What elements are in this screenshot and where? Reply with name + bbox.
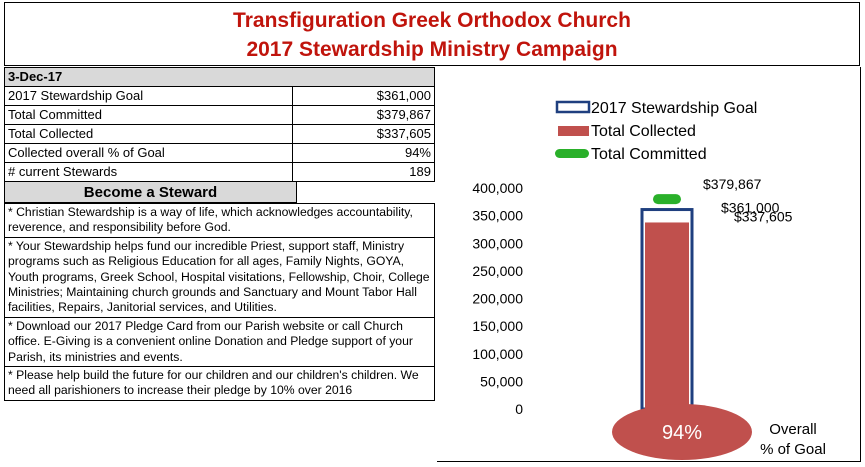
legend-swatch-goal bbox=[555, 100, 591, 114]
legend-swatch-collected bbox=[558, 126, 589, 136]
note-stewardship: * Christian Stewardship is a way of life… bbox=[4, 203, 435, 238]
table-row: # current Stewards 189 bbox=[4, 162, 435, 182]
table-row: Total Collected $337,605 bbox=[4, 124, 435, 144]
legend-label-committed: Total Committed bbox=[591, 146, 707, 163]
stat-value: $337,605 bbox=[292, 124, 435, 144]
title-line-2: 2017 Stewardship Ministry Campaign bbox=[246, 38, 618, 61]
stat-value: $379,867 bbox=[292, 105, 435, 125]
bar-collected bbox=[645, 222, 689, 409]
left-panel: 3-Dec-17 2017 Stewardship Goal $361,000 … bbox=[4, 67, 435, 401]
y-tick-label: 50,000 bbox=[480, 373, 523, 389]
data-label-committed: $379,867 bbox=[703, 176, 762, 192]
stat-label: Total Committed bbox=[4, 105, 293, 125]
percent-label: 94% bbox=[662, 422, 702, 444]
overall-label: % of Goal bbox=[760, 441, 826, 458]
date-label: 3-Dec-17 bbox=[4, 67, 435, 87]
title-line-1: Transfiguration Greek Orthodox Church bbox=[233, 9, 631, 32]
stat-label: 2017 Stewardship Goal bbox=[4, 86, 293, 106]
data-label-collected: $337,605 bbox=[734, 208, 793, 224]
stat-value: $361,000 bbox=[292, 86, 435, 106]
date-row: 3-Dec-17 bbox=[4, 67, 435, 87]
legend-label-collected: Total Collected bbox=[591, 123, 696, 140]
stat-label: # current Stewards bbox=[4, 162, 293, 182]
y-tick-label: 100,000 bbox=[472, 346, 523, 362]
table-row: Collected overall % of Goal 94% bbox=[4, 143, 435, 163]
note-future: * Please help build the future for our c… bbox=[4, 367, 435, 401]
y-tick-label: 300,000 bbox=[472, 235, 523, 251]
chart-area: 0 50,000 100,000 150,000 200,000 250,000 300,0… bbox=[437, 67, 861, 462]
legend-swatch-committed bbox=[555, 149, 589, 158]
stat-label: Collected overall % of Goal bbox=[4, 143, 293, 163]
y-tick-label: 0 bbox=[515, 401, 523, 417]
overall-label: Overall bbox=[769, 421, 817, 438]
y-tick-label: 250,000 bbox=[472, 263, 523, 279]
stats-table: 3-Dec-17 2017 Stewardship Goal $361,000 … bbox=[4, 67, 435, 182]
y-tick-label: 150,000 bbox=[472, 318, 523, 334]
chart-svg: 0 50,000 100,000 150,000 200,000 250,000 300,0… bbox=[472, 100, 826, 460]
note-funding: * Your Stewardship helps fund our incred… bbox=[4, 237, 435, 318]
percent-ellipse bbox=[612, 404, 752, 460]
table-row: Total Committed $379,867 bbox=[4, 105, 435, 125]
y-tick-label: 200,000 bbox=[472, 291, 523, 307]
stat-label: Total Collected bbox=[4, 124, 293, 144]
become-steward-header: Become a Steward bbox=[4, 182, 297, 203]
data-label-goal: $361,000 bbox=[721, 200, 780, 216]
title-box: Transfiguration Greek Orthodox Church 20… bbox=[4, 2, 860, 66]
note-pledge-card: * Download our 2017 Pledge Card from our… bbox=[4, 317, 435, 368]
table-row: 2017 Stewardship Goal $361,000 bbox=[4, 86, 435, 106]
y-tick-label: 350,000 bbox=[472, 208, 523, 224]
stat-value: 94% bbox=[292, 143, 435, 163]
legend-label-goal: 2017 Stewardship Goal bbox=[591, 100, 757, 117]
marker-committed bbox=[653, 194, 681, 205]
stat-value: 189 bbox=[292, 162, 435, 182]
y-tick-label: 400,000 bbox=[472, 180, 523, 196]
